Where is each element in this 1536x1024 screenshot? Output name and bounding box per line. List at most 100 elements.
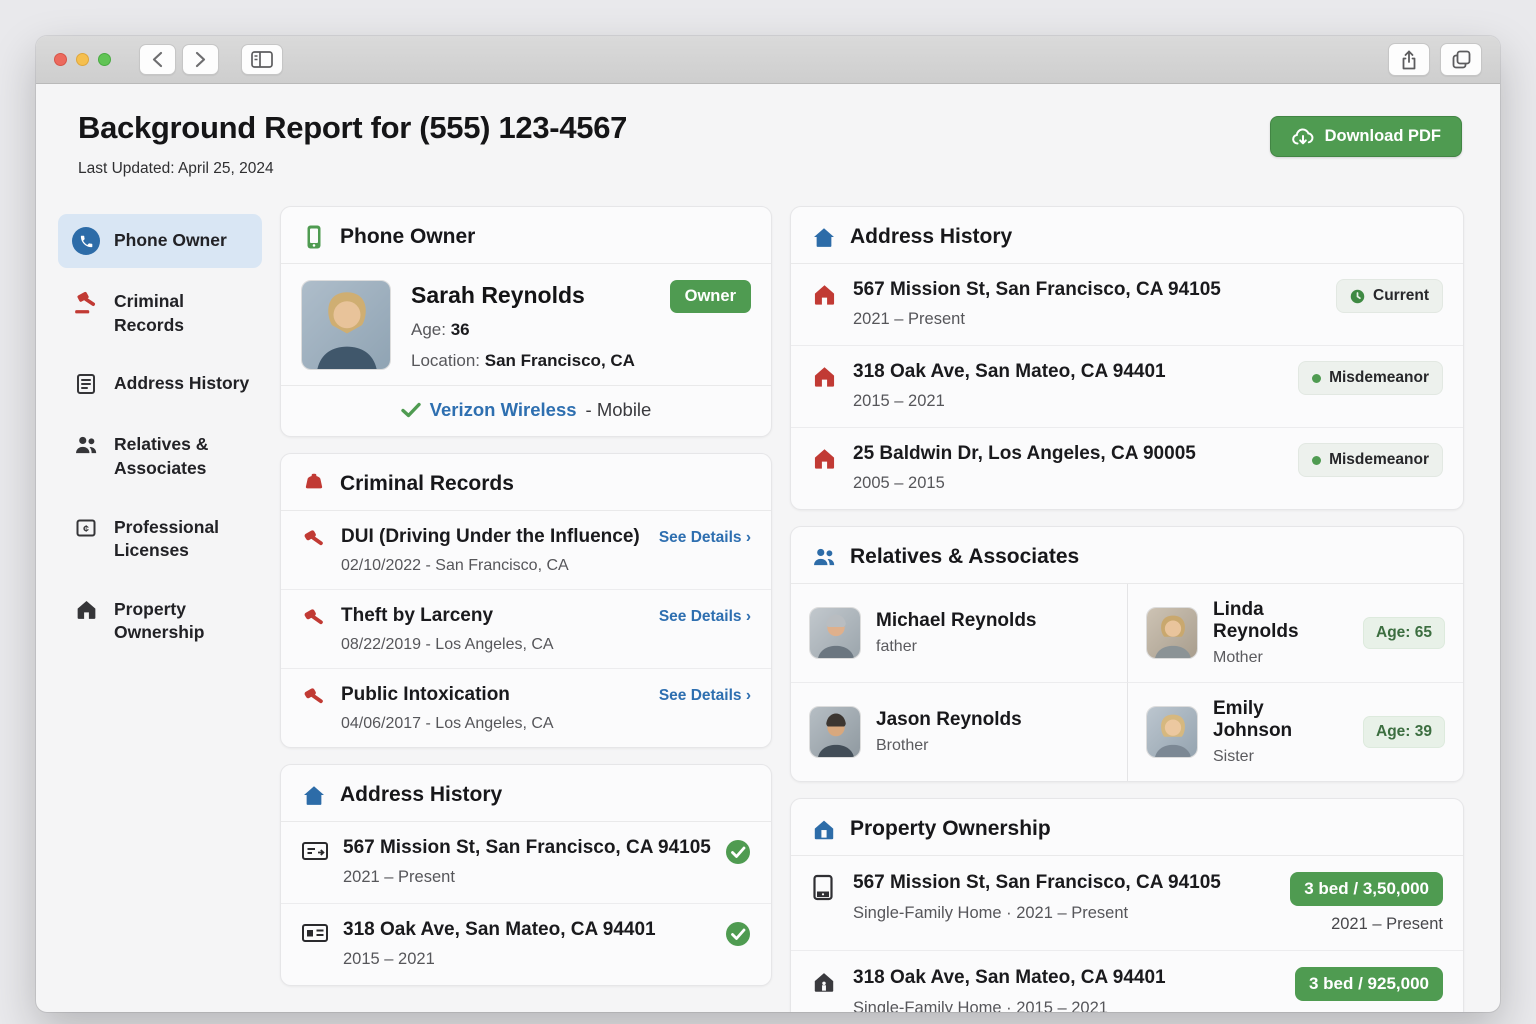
check-icon (400, 402, 421, 418)
see-details-link[interactable]: See Details › (658, 687, 751, 704)
share-button[interactable] (1388, 43, 1430, 76)
verified-check-icon (725, 919, 751, 947)
download-pdf-button[interactable]: Download PDF (1269, 116, 1462, 157)
carrier-type: - Mobile (585, 399, 652, 420)
relative-relation: Sister (1213, 748, 1254, 765)
offense-details: 04/06/2017 - Los Angeles, CA (341, 715, 554, 732)
address-row: 567 Mission St, San Francisco, CA 94105 … (281, 822, 771, 904)
forward-button[interactable] (182, 44, 219, 75)
right-column: Address History 567 Mission St, San Fran… (790, 206, 1464, 1012)
sidebar-item-criminal-records[interactable]: Criminal Records (58, 275, 262, 350)
relative-item: Michael Reynolds father (791, 584, 1127, 683)
offense-details: 02/10/2022 - San Francisco, CA (341, 557, 569, 574)
close-button[interactable] (54, 53, 67, 66)
sidebar-item-label: Criminal Records (114, 291, 185, 335)
verified-check-icon (725, 837, 751, 865)
criminal-records-card: Criminal Records DUI (Driving Under the … (280, 453, 772, 748)
criminal-record-row: DUI (Driving Under the Influence) 02/10/… (281, 511, 771, 590)
relative-relation: Mother (1213, 649, 1263, 666)
zoom-button[interactable] (98, 53, 111, 66)
gavel-icon (301, 684, 327, 733)
relative-relation: Brother (876, 737, 929, 754)
price-badge: 3 bed / 925,000 (1294, 967, 1443, 1001)
address-text: 25 Baldwin Dr, Los Angeles, CA 90005 (853, 443, 1196, 464)
card-title: Criminal Records (340, 472, 514, 495)
license-icon: ¢ (72, 514, 100, 542)
relative-name: Jason Reynolds (876, 709, 1022, 730)
current-badge[interactable]: Current (1336, 279, 1443, 313)
house-icon (72, 596, 100, 624)
stack-windows-button[interactable] (1440, 43, 1482, 76)
share-icon (1402, 50, 1416, 69)
sidebar-item-label: Phone Owner (114, 230, 227, 250)
address-text: 567 Mission St, San Francisco, CA 94105 (343, 837, 711, 858)
sidebar-item-label: Professional Licenses (114, 516, 220, 561)
property-period: 2021 – Present (1331, 915, 1443, 933)
card-title: Address History (850, 225, 1013, 248)
card-title: Address History (340, 783, 503, 806)
address-period: 2021 – Present (343, 868, 455, 886)
smartphone-icon (301, 224, 327, 250)
location-label: Location: (411, 351, 480, 370)
last-updated-text: Last Updated: April 25, 2024 (78, 160, 274, 177)
misdemeanor-badge[interactable]: Misdemeanor (1298, 361, 1443, 395)
address-text: 318 Oak Ave, San Mateo, CA 94401 (853, 361, 1166, 382)
house-icon (301, 782, 327, 808)
content-area: Phone Owner Criminal Records (36, 196, 1500, 1012)
sidebar-toggle-button[interactable] (241, 44, 283, 75)
middle-column: Phone Owner Sarah Reynolds (280, 206, 772, 1012)
sidebar-item-professional-licenses[interactable]: ¢ Professional Licenses (58, 501, 262, 576)
location-value: San Francisco, CA (484, 351, 635, 370)
see-details-link[interactable]: See Details › (658, 529, 751, 546)
avatar (809, 607, 861, 659)
sidebar-item-label: Address History (114, 373, 250, 394)
gavel-icon (301, 471, 327, 497)
blue-house-icon (811, 816, 837, 842)
badge-label: Misdemeanor (1329, 451, 1429, 468)
people-icon (72, 431, 100, 459)
see-details-link[interactable]: See Details › (658, 608, 751, 625)
id-card-icon (301, 919, 329, 945)
offense-title: Theft by Larceny (341, 605, 494, 626)
address-history-card: Address History 567 Mission St, San Fran… (790, 206, 1464, 510)
sidebar-item-address-history[interactable]: Address History (58, 357, 262, 411)
card-title: Relatives & Associates (850, 545, 1080, 568)
avatar (1146, 706, 1198, 758)
sidebar-item-property-ownership[interactable]: Property Ownership (58, 583, 262, 658)
address-row: 25 Baldwin Dr, Los Angeles, CA 90005 200… (791, 428, 1463, 509)
sidebar-item-label: Relatives & Associates (114, 434, 209, 478)
owner-badge[interactable]: Owner (669, 280, 751, 313)
download-pdf-label: Download PDF (1324, 127, 1441, 145)
chevron-left-icon (152, 51, 163, 68)
sidebar: Phone Owner Criminal Records (36, 206, 276, 1012)
back-button[interactable] (139, 44, 176, 75)
address-row: 318 Oak Ave, San Mateo, CA 94401 2015 – … (281, 904, 771, 985)
red-house-icon (811, 279, 839, 308)
relatives-card: Relatives & Associates (790, 526, 1464, 782)
minimize-button[interactable] (76, 53, 89, 66)
age-badge: Age: 39 (1363, 716, 1445, 748)
sidebar-item-relatives[interactable]: Relatives & Associates (58, 418, 262, 493)
card-title: Property Ownership (850, 817, 1051, 840)
address-row: 567 Mission St, San Francisco, CA 94105 … (791, 264, 1463, 346)
misdemeanor-badge[interactable]: Misdemeanor (1298, 443, 1443, 477)
address-period: 2015 – 2021 (343, 950, 435, 968)
tablet-icon (811, 872, 839, 901)
carrier-link[interactable]: Verizon Wireless (429, 399, 577, 420)
address-text: 567 Mission St, San Francisco, CA 94105 (853, 279, 1221, 300)
sidebar-item-phone-owner[interactable]: Phone Owner (58, 214, 262, 268)
relative-item: Linda Reynolds Mother Age: 65 (1127, 584, 1463, 683)
document-icon (72, 370, 100, 398)
offense-details: 08/22/2019 - Los Angeles, CA (341, 636, 554, 653)
avatar (1146, 607, 1198, 659)
id-card-icon (301, 837, 329, 863)
red-house-icon (811, 361, 839, 390)
address-period: 2005 – 2015 (853, 474, 945, 492)
property-row: 567 Mission St, San Francisco, CA 94105 … (791, 856, 1463, 951)
address-history-summary-card: Address History 567 Mission St, San Fran… (280, 764, 772, 986)
phone-icon (72, 227, 100, 255)
criminal-record-row: Theft by Larceny 08/22/2019 - Los Angele… (281, 590, 771, 669)
owner-name: Sarah Reynolds (411, 282, 585, 308)
download-cloud-icon (1291, 128, 1314, 145)
property-address: 318 Oak Ave, San Mateo, CA 94401 (853, 967, 1166, 988)
